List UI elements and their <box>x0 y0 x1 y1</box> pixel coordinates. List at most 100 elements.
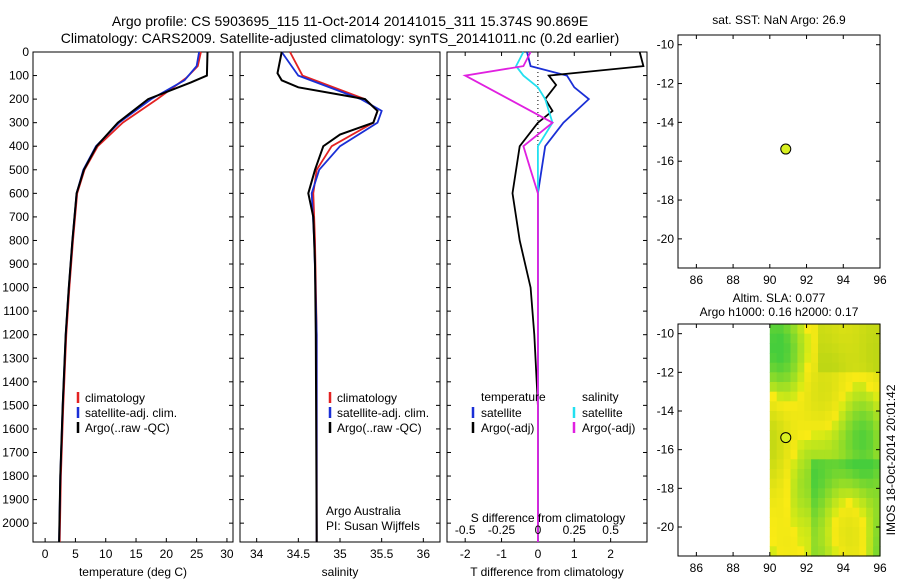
heatmap-cell <box>831 546 840 557</box>
legend-label: satellite-adj. clim. <box>337 406 429 420</box>
heatmap-cell <box>769 333 778 344</box>
heatmap-cell <box>776 469 785 480</box>
heatmap-cell <box>824 459 833 470</box>
heatmap-cell <box>790 449 798 460</box>
x-tick-label: 90 <box>763 561 777 575</box>
heatmap-cell <box>776 517 785 528</box>
heatmap-cell <box>804 343 812 354</box>
x-tick-label: 92 <box>800 561 814 575</box>
heatmap-cell <box>838 440 847 451</box>
heatmap-cell <box>776 353 785 364</box>
x-tick-label: 86 <box>690 561 704 575</box>
series-line-2 <box>58 51 200 543</box>
heatmap-cell <box>790 362 798 373</box>
heatmap-cell <box>804 401 812 412</box>
heatmap-cell <box>845 382 854 393</box>
series-line-3 <box>58 51 209 543</box>
y-tick-label: 1400 <box>2 375 29 389</box>
heatmap-cell <box>783 440 792 451</box>
heatmap-cell <box>783 382 792 393</box>
heatmap-cell <box>769 353 778 364</box>
heatmap-cell <box>790 459 798 470</box>
heatmap-cell <box>845 391 854 402</box>
heatmap-cell <box>824 401 833 412</box>
heatmap-cell <box>824 430 833 441</box>
heatmap-cell <box>859 488 867 499</box>
heatmap-cell <box>797 546 805 557</box>
heatmap-cell <box>824 333 833 344</box>
heatmap-cell <box>776 343 785 354</box>
heatmap-cell <box>818 449 826 460</box>
heatmap-cell <box>852 372 860 383</box>
heatmap-cell <box>845 449 854 460</box>
heatmap-cell <box>769 459 778 470</box>
argo-position-marker <box>780 432 792 444</box>
heatmap-cell <box>859 507 867 518</box>
heatmap-cell <box>797 382 805 393</box>
heatmap-cell <box>818 488 826 499</box>
heatmap-cell <box>866 372 874 383</box>
x-tick-label: 36 <box>417 547 431 561</box>
heatmap-cell <box>797 353 805 364</box>
y-tick-label: 400 <box>9 139 29 153</box>
x-tick-label: 96 <box>873 273 887 287</box>
y-tick-label: -12 <box>657 365 675 379</box>
y-tick-label: 1800 <box>2 469 29 483</box>
heatmap-cell <box>790 478 798 489</box>
heatmap-cell <box>818 411 826 422</box>
heatmap-cell <box>824 343 833 354</box>
map-title: Altim. SLA: 0.077 <box>733 291 826 305</box>
heatmap-cell <box>852 440 860 451</box>
heatmap-cell <box>831 440 840 451</box>
heatmap-cell <box>866 459 874 470</box>
heatmap-cell <box>852 324 860 335</box>
heatmap-cell <box>866 411 874 422</box>
heatmap-cell <box>783 488 792 499</box>
heatmap-cell <box>790 382 798 393</box>
heatmap-cell <box>859 411 867 422</box>
x-tick-label: 10 <box>99 547 113 561</box>
heatmap-cell <box>838 324 847 335</box>
heatmap-cell <box>845 469 854 480</box>
x-tick-label: 90 <box>763 273 777 287</box>
heatmap-cell <box>866 324 874 335</box>
legend-title: temperature <box>481 390 546 404</box>
heatmap-cell <box>845 498 854 509</box>
heatmap-cell <box>873 372 881 383</box>
heatmap-cell <box>790 420 798 431</box>
heatmap-cell <box>790 391 798 402</box>
heatmap-cell <box>776 449 785 460</box>
heatmap-cell <box>831 517 840 528</box>
heatmap-cell <box>873 391 881 402</box>
heatmap-cell <box>804 333 812 344</box>
heatmap-cell <box>797 372 805 383</box>
y-tick-label: -18 <box>657 193 675 207</box>
heatmap-cell <box>824 546 833 557</box>
heatmap-cell <box>824 449 833 460</box>
heatmap-cell <box>831 382 840 393</box>
heatmap-cell <box>818 333 826 344</box>
heatmap-cell <box>818 362 826 373</box>
heatmap-cell <box>845 517 854 528</box>
heatmap-cell <box>804 391 812 402</box>
heatmap-cell <box>769 507 778 518</box>
heatmap-cell <box>797 459 805 470</box>
map-subtitle: Argo h1000: 0.16 h2000: 0.17 <box>700 305 859 319</box>
heatmap-cell <box>797 517 805 528</box>
heatmap-cell <box>824 517 833 528</box>
heatmap-cell <box>790 324 798 335</box>
y-tick-label: -20 <box>657 520 675 534</box>
heatmap-cell <box>873 324 881 335</box>
heatmap-cell <box>852 536 860 547</box>
x-tick-label-secondary: -0.25 <box>488 523 516 537</box>
heatmap-cell <box>790 343 798 354</box>
heatmap-cell <box>824 324 833 335</box>
x-tick-label: 86 <box>690 273 704 287</box>
heatmap-cell <box>769 411 778 422</box>
heatmap-cell <box>831 527 840 538</box>
heatmap-cell <box>776 459 785 470</box>
heatmap-cell <box>852 488 860 499</box>
heatmap-cell <box>859 324 867 335</box>
heatmap-cell <box>845 411 854 422</box>
